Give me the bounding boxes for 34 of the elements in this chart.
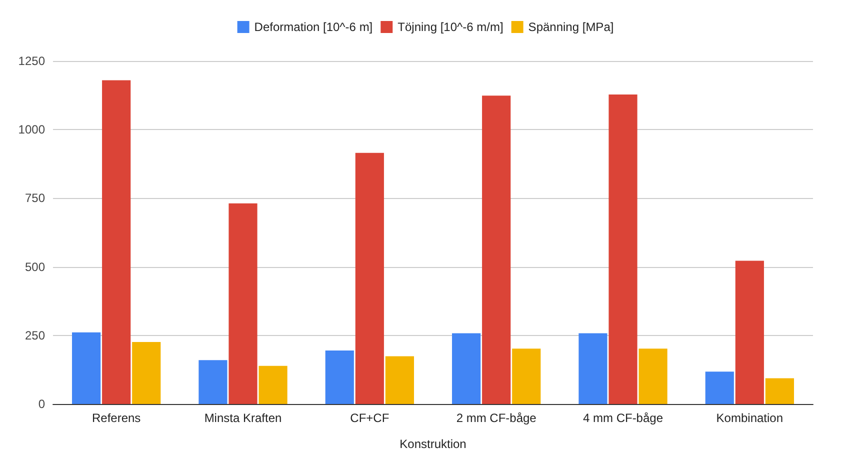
bar <box>578 333 608 404</box>
bar <box>258 366 288 404</box>
bar <box>608 94 638 404</box>
x-tick-label: Minsta Kraften <box>204 411 282 425</box>
x-tick-label: Referens <box>92 411 141 425</box>
y-tick-label: 750 <box>24 191 46 206</box>
bar <box>132 342 161 404</box>
bar <box>735 260 764 404</box>
legend-label: Spänning [MPa] <box>528 20 614 34</box>
y-tick-label: 1250 <box>18 54 46 68</box>
bar <box>482 96 511 404</box>
x-tick-label: Kombination <box>716 411 784 425</box>
legend-label: Töjning [10^-6 m/m] <box>398 20 504 34</box>
bar <box>198 360 228 404</box>
x-axis-title: Konstruktion <box>400 437 466 451</box>
bar <box>102 80 131 404</box>
y-tick-label: 250 <box>24 328 46 342</box>
bar <box>355 152 384 404</box>
legend-label: Deformation [10^-6 m] <box>254 20 373 34</box>
bar <box>512 348 541 404</box>
y-tick-label: 1000 <box>18 122 46 137</box>
bar <box>765 378 794 404</box>
bar <box>705 372 734 404</box>
bar <box>385 356 414 404</box>
y-tick-label: 500 <box>24 260 46 274</box>
bar <box>228 203 258 404</box>
x-tick-label: 4 mm CF-båge <box>582 411 664 425</box>
bar <box>638 348 668 404</box>
x-tick-label: 2 mm CF-båge <box>456 411 537 425</box>
bar <box>452 333 481 404</box>
bar <box>72 332 101 404</box>
y-tick-label: 0 <box>38 397 46 411</box>
x-tick-label: CF+CF <box>350 411 390 425</box>
bar <box>325 350 354 404</box>
